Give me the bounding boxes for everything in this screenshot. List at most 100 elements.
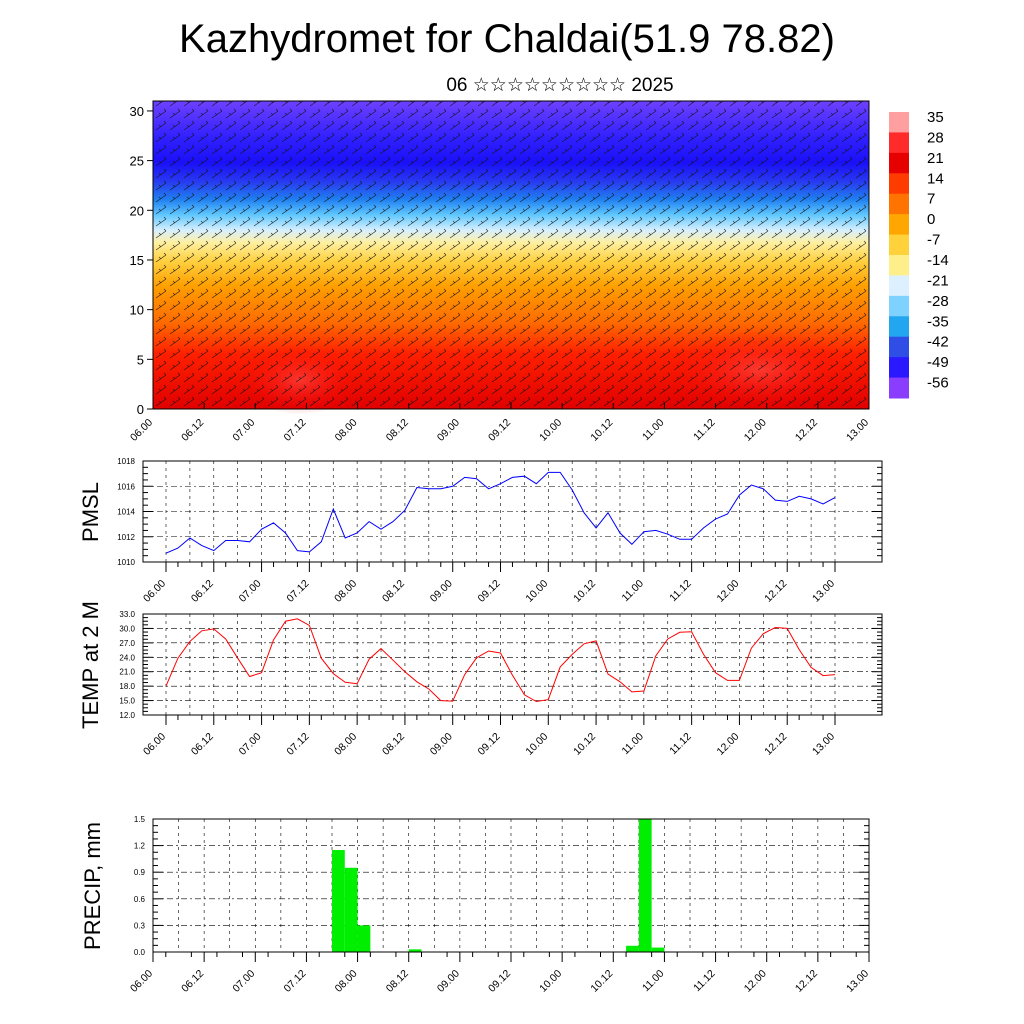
x-tick-label: 13.00 [810,578,837,605]
x-tick-label: 06.12 [179,968,206,995]
x-tick-label: 07.00 [237,578,264,605]
cross-section-panel: 0 5 10 15 20 25 30 06.00 06.12 07.00 07.12 08.00 08… [128,100,949,444]
colorbar: 35 28 21 14 7 0 -7 -14 -21 -28 -35 -42 -49 -56 [889,109,949,399]
y-tick-label: 15.0 [119,697,135,706]
x-tick-label: 06.12 [179,417,206,444]
y-tick-label: 1.2 [134,842,146,851]
y-tick-label: 1016 [117,482,135,491]
y-tick-label: 0 [137,402,144,417]
x-tick-label: 09.12 [476,731,503,758]
colorbar-label: -56 [927,375,949,392]
colorbar-label: -14 [927,252,949,269]
precip-bar [357,925,371,952]
y-tick-label: 1010 [117,558,135,567]
pmsl-axis-label: PMSL [78,482,103,542]
y-tick-label: 25 [130,154,144,169]
x-tick-label: 13.00 [844,417,871,444]
colorbar-label: -28 [927,293,949,310]
x-tick-label: 12.00 [742,417,769,444]
x-tick-label: 06.00 [128,417,155,444]
temp-axis-label: TEMP at 2 M [78,601,103,729]
chart-title: Kazhydromet for Chaldai(51.9 78.82) [179,17,835,61]
x-tick-label: 12.00 [714,578,741,605]
x-tick-label: 06.00 [128,968,155,995]
colorbar-swatch [889,255,909,276]
x-tick-label: 10.00 [537,417,564,444]
x-tick-label: 13.00 [844,968,871,995]
precip-bar [332,850,345,952]
x-tick-label: 11.00 [619,731,646,758]
x-tick-label: 12.00 [742,968,769,995]
x-tick-label: 12.12 [793,417,820,444]
colorbar-swatch [889,377,909,399]
x-tick-label: 08.00 [333,968,360,995]
x-tick-label: 12.00 [714,731,741,758]
colorbar-label: -7 [927,232,940,249]
precip-bar [651,947,665,952]
y-tick-label: 1.5 [134,815,146,824]
colorbar-swatch [889,132,909,154]
x-tick-label: 07.12 [284,578,311,605]
y-tick-label: 24.0 [119,653,135,662]
x-tick-label: 06.00 [141,578,168,605]
colorbar-label: -21 [927,272,949,289]
y-tick-label: 12.0 [119,711,135,720]
x-tick-label: 07.00 [237,731,264,758]
precip-bar [408,949,422,952]
x-tick-label: 09.12 [486,417,513,444]
x-tick-label: 10.12 [588,968,615,995]
colorbar-label: 14 [927,170,944,187]
x-tick-label: 11.00 [640,968,667,995]
colorbar-swatch [889,275,909,297]
colorbar-label: 28 [927,129,944,146]
x-tick-label: 11.12 [667,578,694,605]
colorbar-swatch [889,173,909,195]
precip-panel: 0.0 0.3 0.6 0.9 1.2 1.5 06.00 06.12 07.00 07.12 0… [80,815,871,995]
y-tick-label: 0.9 [134,868,146,877]
x-tick-label: 11.12 [691,417,718,444]
y-tick-label: 27.0 [119,639,135,648]
x-tick-label: 11.00 [640,417,667,444]
x-tick-label: 09.00 [428,578,455,605]
colorbar-swatch [889,193,909,215]
x-tick-label: 06.12 [189,731,216,758]
x-tick-label: 11.00 [619,578,646,605]
colorbar-swatch [889,336,909,358]
y-tick-label: 1014 [117,508,135,517]
colorbar-label: -35 [927,313,949,330]
y-tick-label: 15 [130,253,144,268]
temp-panel: 12.0 15.0 18.0 21.0 24.0 27.0 30.0 33.0 06.00 06… [78,601,883,758]
x-tick-label: 09.00 [435,417,462,444]
y-tick-label: 33.0 [119,610,135,619]
y-tick-label: 30.0 [119,624,135,633]
colorbar-swatch [889,295,909,317]
x-tick-label: 10.00 [523,578,550,605]
precip-bar [344,867,358,952]
y-tick-label: 1012 [117,533,135,542]
wind-barbs-overlay [153,101,869,409]
x-tick-label: 09.00 [428,731,455,758]
pmsl-series-line [165,471,836,554]
y-tick-label: 10 [130,303,144,318]
precip-axis-label: PRECIP, mm [80,822,105,950]
colorbar-swatch [889,357,909,379]
precip-bar [626,945,639,952]
y-tick-label: 1018 [117,457,135,466]
y-tick-label: 0.3 [134,921,146,930]
temp-series-line [165,618,836,703]
x-tick-label: 08.12 [380,731,407,758]
chart-subtitle: 06 ☆☆☆☆☆☆☆☆☆ 2025 [446,75,673,96]
colorbar-label: -49 [927,354,949,371]
colorbar-label: 0 [927,211,935,228]
colorbar-label: 35 [927,109,944,126]
colorbar-swatch [889,112,909,133]
x-tick-label: 13.00 [810,731,837,758]
colorbar-swatch [889,214,909,236]
colorbar-label: 21 [927,150,944,167]
x-tick-label: 06.00 [141,731,168,758]
y-tick-label: 5 [137,352,144,367]
colorbar-label: -42 [927,334,949,351]
x-tick-label: 10.00 [537,968,564,995]
x-tick-label: 08.12 [384,968,411,995]
x-tick-label: 09.00 [435,968,462,995]
